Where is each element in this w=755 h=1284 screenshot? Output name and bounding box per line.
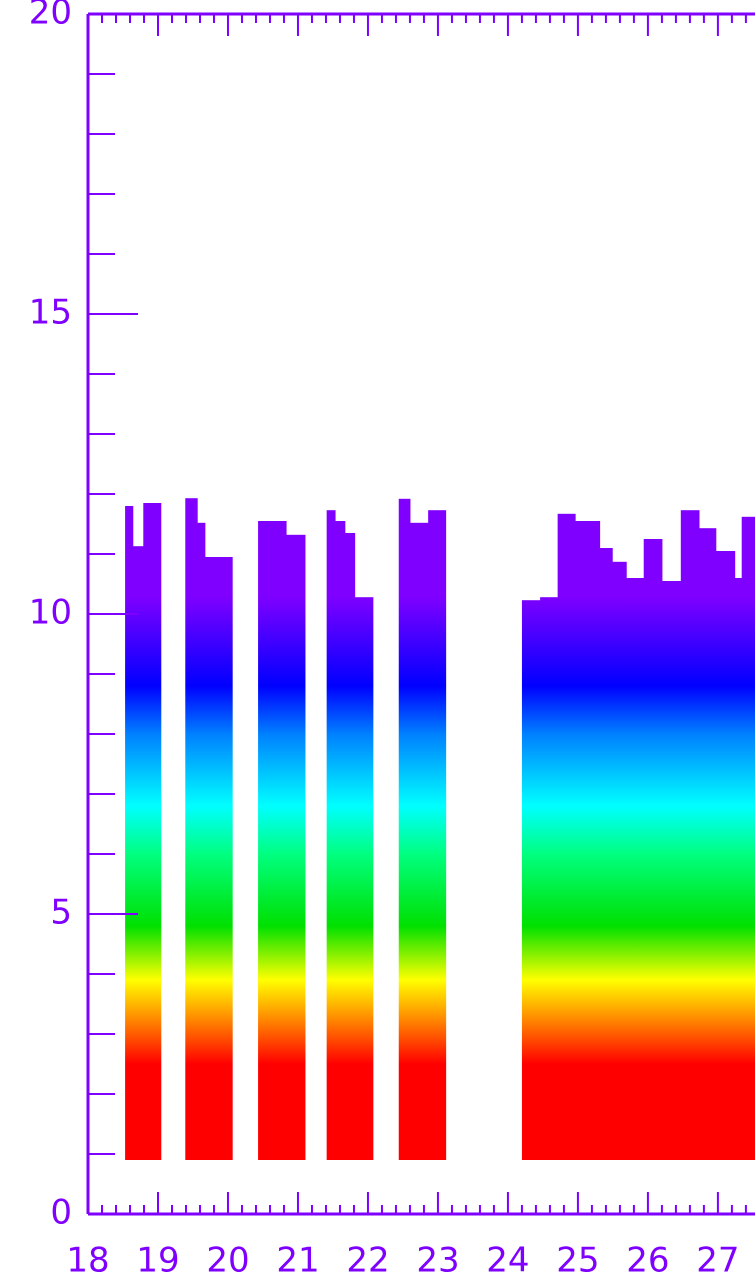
profile-column <box>354 597 374 1160</box>
profile-column <box>143 503 162 1160</box>
profile-column <box>125 506 134 1160</box>
profile-column <box>741 516 755 1160</box>
x-tick-label: 27 <box>696 1241 739 1281</box>
x-tick-label: 25 <box>556 1241 599 1281</box>
y-tick-label: 20 <box>29 0 72 33</box>
profile-column <box>258 521 287 1160</box>
x-tick-label: 19 <box>136 1241 179 1281</box>
profile-column <box>326 510 336 1160</box>
profile-column <box>185 498 198 1160</box>
profile-column <box>626 578 645 1160</box>
profile-column <box>575 521 601 1160</box>
x-tick-label: 26 <box>626 1241 669 1281</box>
profile-column <box>599 548 613 1160</box>
profile-column <box>204 557 233 1160</box>
profile-column <box>715 551 736 1160</box>
x-tick-label: 24 <box>486 1241 529 1281</box>
profile-column <box>409 522 429 1160</box>
profile-column <box>557 513 576 1160</box>
profile-column <box>398 498 411 1160</box>
profile-column <box>521 600 541 1160</box>
profile-column <box>286 534 306 1160</box>
profile-column <box>132 546 144 1160</box>
profile-column <box>661 581 682 1160</box>
profile-column <box>643 539 663 1160</box>
x-tick-label: 20 <box>206 1241 249 1281</box>
profile-column <box>734 578 743 1160</box>
profile-column <box>612 561 627 1160</box>
x-tick-label: 22 <box>346 1241 389 1281</box>
profile-column <box>197 522 206 1160</box>
x-tick-label: 18 <box>66 1241 109 1281</box>
x-tick-label: 21 <box>276 1241 319 1281</box>
profile-column <box>699 528 717 1160</box>
profile-column <box>335 521 346 1160</box>
y-tick-label: 10 <box>29 593 72 633</box>
profile-column <box>428 510 447 1160</box>
y-tick-label: 0 <box>50 1193 72 1233</box>
profile-column <box>680 510 700 1160</box>
y-tick-label: 15 <box>29 293 72 333</box>
y-tick-label: 5 <box>50 893 72 933</box>
profile-column <box>540 597 559 1160</box>
profile-column <box>344 533 356 1160</box>
x-tick-label: 23 <box>416 1241 459 1281</box>
